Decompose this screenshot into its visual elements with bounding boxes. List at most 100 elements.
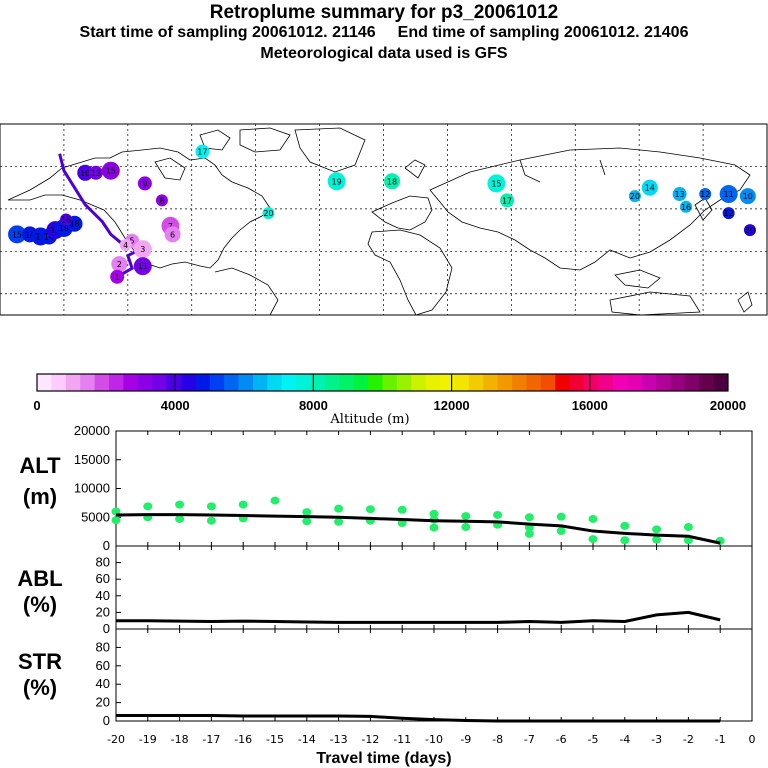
xtick-label: -7 bbox=[524, 733, 535, 746]
trajectory-marker bbox=[8, 225, 27, 244]
altitude-point bbox=[302, 508, 312, 517]
trajectory-day-label: 14 bbox=[25, 230, 35, 239]
trajectory-day-label: 13 bbox=[675, 190, 685, 199]
trajectory-day-label: 18 bbox=[69, 220, 79, 229]
colorbar-cell bbox=[454, 374, 470, 391]
trajectory-day-label: 16 bbox=[681, 203, 691, 212]
xtick-label: -3 bbox=[651, 733, 662, 746]
altitude-point bbox=[652, 525, 662, 534]
colorbar-cell bbox=[612, 374, 628, 391]
altitude-point bbox=[365, 505, 375, 514]
trajectory-day-label: 19 bbox=[332, 177, 342, 186]
trajectory-marker bbox=[88, 165, 103, 180]
trajectory-marker bbox=[699, 188, 712, 201]
trajectory-marker bbox=[155, 194, 168, 207]
trajectory-marker bbox=[628, 190, 641, 203]
xtick-label: -12 bbox=[361, 733, 379, 746]
trajectory-marker bbox=[680, 200, 693, 213]
colorbar-cell bbox=[209, 374, 225, 391]
str-line bbox=[116, 713, 721, 723]
ytick-label: 40 bbox=[96, 676, 110, 691]
colorbar-tick-label: 12000 bbox=[434, 398, 470, 413]
xtick-label: -5 bbox=[588, 733, 599, 746]
altitude-point bbox=[334, 517, 344, 526]
xtick-label: -10 bbox=[425, 733, 443, 746]
chart-title: Retroplume summary for p3_20061012 bbox=[209, 2, 559, 23]
trajectory-day-label: 1 bbox=[115, 273, 120, 282]
trajectory-marker bbox=[111, 256, 128, 273]
panel-ylabel: ABL bbox=[17, 566, 62, 591]
trajectory-marker bbox=[262, 207, 275, 220]
end-time-text: End time of sampling 20061012. 21406 bbox=[397, 24, 689, 41]
trajectory-day-label: 10 bbox=[80, 169, 90, 178]
panel-ylabel: STR bbox=[18, 649, 62, 674]
time-series-panels: ALT(m)20000150001000050000ABL(%)80604020… bbox=[17, 423, 755, 767]
altitude-point bbox=[206, 502, 216, 511]
altitude-point bbox=[111, 516, 121, 525]
panel-yunit: (%) bbox=[23, 592, 57, 617]
trajectory-marker bbox=[384, 173, 401, 190]
colorbar-cell bbox=[339, 374, 355, 391]
colorbar-cell bbox=[411, 374, 427, 391]
xtick-label: -13 bbox=[330, 733, 348, 746]
trajectory-day-label: 14 bbox=[44, 232, 54, 241]
trajectory-marker bbox=[133, 240, 152, 259]
trajectory-marker bbox=[119, 238, 132, 251]
xtick-label: -6 bbox=[556, 733, 567, 746]
trajectory-path bbox=[58, 153, 148, 279]
colorbar-cell bbox=[310, 374, 326, 391]
trajectory-marker bbox=[60, 213, 73, 226]
trajectory-day-label: 20 bbox=[263, 209, 273, 218]
altitude-point bbox=[524, 529, 534, 538]
colorbar-cell bbox=[670, 374, 686, 391]
trajectory-day-label: 3 bbox=[140, 245, 145, 254]
trajectory-day-label: 2 bbox=[117, 260, 122, 269]
trajectory-marker bbox=[719, 185, 738, 204]
xtick-label: -20 bbox=[107, 733, 125, 746]
ytick-label: 20000 bbox=[74, 423, 110, 438]
colorbar-cell bbox=[641, 374, 657, 391]
colorbar-cell bbox=[368, 374, 383, 391]
trajectory-day-label: 4 bbox=[123, 241, 128, 250]
colorbar-cell bbox=[425, 374, 441, 391]
ytick-label: 0 bbox=[103, 713, 110, 728]
colorbar-cell bbox=[51, 374, 67, 391]
trajectory-marker bbox=[743, 224, 756, 237]
trajectory-day-label: 15 bbox=[12, 230, 22, 239]
xtick-label: -15 bbox=[266, 733, 284, 746]
colorbar-cell bbox=[166, 374, 182, 391]
ytick-label: 10000 bbox=[74, 481, 110, 496]
trajectory-day-label: 8 bbox=[159, 196, 164, 205]
colorbar: 0 4000 8000 12000 16000 20000 Altitude (m) bbox=[33, 373, 746, 427]
colorbar-tick-label: 8000 bbox=[299, 398, 328, 413]
trajectory-marker bbox=[739, 188, 756, 205]
trajectory-marker bbox=[101, 161, 120, 180]
trajectory-marker bbox=[164, 226, 181, 243]
colorbar-cell bbox=[80, 374, 96, 391]
xtick-label: -19 bbox=[139, 733, 157, 746]
trajectory-day-label: 10 bbox=[743, 192, 753, 201]
start-time-text: Start time of sampling 20061012. 21146 bbox=[79, 24, 376, 41]
trajectory-marker bbox=[487, 174, 506, 193]
altitude-point bbox=[556, 527, 566, 536]
panel-yunit: (m) bbox=[23, 484, 57, 509]
panel-yunit: (%) bbox=[23, 675, 57, 700]
ytick-label: 5000 bbox=[81, 509, 110, 524]
trajectory-day-label: 20 bbox=[745, 226, 755, 235]
colorbar-cell bbox=[324, 374, 340, 391]
trajectory-marker bbox=[195, 144, 210, 159]
xtick-label: -9 bbox=[460, 733, 471, 746]
xtick-label: 0 bbox=[749, 733, 756, 746]
xtick-label: -14 bbox=[298, 733, 316, 746]
altitude-point bbox=[620, 521, 630, 530]
colorbar-cell bbox=[684, 374, 700, 391]
altitude-point bbox=[556, 512, 566, 521]
altitude-point bbox=[524, 513, 534, 522]
altitude-point bbox=[683, 536, 693, 545]
ytick-label: 60 bbox=[96, 571, 110, 586]
met-data-subtitle: Meteorological data used is GFS bbox=[260, 45, 508, 62]
colorbar-cell bbox=[152, 374, 168, 391]
ytick-label: 15000 bbox=[74, 452, 110, 467]
colorbar-cell bbox=[396, 374, 412, 391]
